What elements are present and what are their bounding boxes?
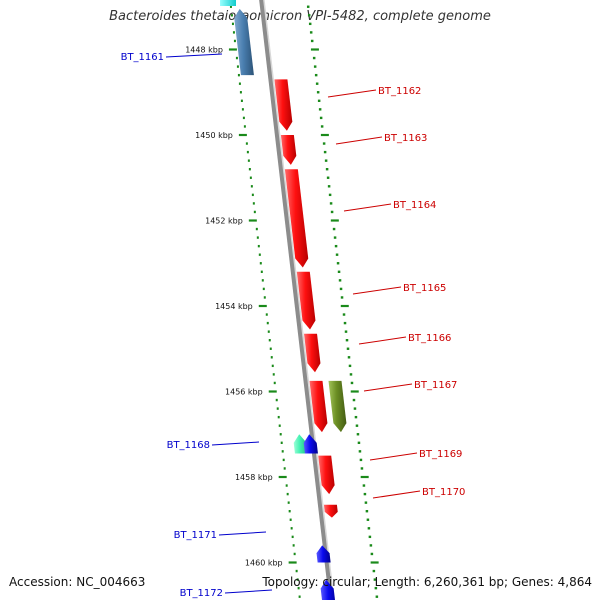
- backbone-line: [259, 0, 333, 600]
- label-leader-line: [335, 136, 383, 145]
- ruler-label: 1452 kbp: [205, 217, 243, 226]
- gene-label[interactable]: BT_1171: [174, 530, 217, 541]
- gene-bt-1161[interactable]: [234, 8, 254, 76]
- gene-bt-1164[interactable]: [284, 169, 309, 268]
- gene-bt-1171[interactable]: [316, 545, 331, 563]
- gene-label[interactable]: BT_1168: [167, 440, 210, 451]
- label-leader-line: [358, 336, 407, 345]
- gene-label[interactable]: BT_1169: [419, 449, 462, 460]
- label-leader-line: [211, 441, 260, 446]
- gene-label[interactable]: BT_1170: [422, 487, 465, 498]
- gene-olive-7[interactable]: [328, 380, 347, 433]
- gene-bt-1167[interactable]: [309, 380, 328, 433]
- ruler-label: 1458 kbp: [235, 473, 273, 482]
- map-title: Bacteroides thetaiotaomicron VPI-5482, c…: [109, 9, 491, 24]
- gene-label[interactable]: BT_1161: [121, 52, 164, 63]
- ruler-label: 1448 kbp: [185, 46, 223, 55]
- gene-labels-layer: BT_1161 BT_1162 BT_1163 BT_1164 BT_1165 BT_11…: [121, 52, 466, 599]
- backbone-layer: [259, 0, 335, 600]
- ruler-label: 1454 kbp: [215, 302, 253, 311]
- label-leader-line: [327, 89, 377, 98]
- topology-text: Topology: circular; Length: 6,260,361 bp…: [262, 575, 592, 589]
- accession-text: Accession: NC_004663: [9, 575, 146, 589]
- label-leader-line: [369, 452, 418, 461]
- gene-label[interactable]: BT_1164: [393, 200, 436, 211]
- ruler-label: 1460 kbp: [245, 559, 283, 568]
- label-leader-line: [343, 203, 392, 212]
- gene-label[interactable]: BT_1166: [408, 333, 451, 344]
- gene-label[interactable]: BT_1162: [378, 86, 421, 97]
- gene-bt-1162[interactable]: [274, 79, 293, 131]
- ruler-label: 1450 kbp: [195, 131, 233, 140]
- label-leader-line: [363, 383, 413, 392]
- gene-bt-1163[interactable]: [280, 135, 297, 165]
- gene-label[interactable]: BT_1167: [414, 380, 457, 391]
- label-leader-line: [224, 589, 273, 594]
- gene-bt-1170[interactable]: [323, 504, 338, 518]
- ruler-layer: 1448 kbp 1450 kbp 1452 kbp 1454 kbp 1456 kbp…: [185, 5, 379, 598]
- label-leader-line: [218, 531, 267, 536]
- gene-label[interactable]: BT_1172: [180, 588, 223, 599]
- gene-cropped-top[interactable]: [220, 0, 236, 6]
- label-leader-line: [372, 490, 421, 499]
- genes-layer: [220, 0, 347, 600]
- gene-blue-9[interactable]: [303, 434, 318, 454]
- label-leader-line: [165, 53, 223, 58]
- ruler-label: 1456 kbp: [225, 388, 263, 397]
- gene-bt-1165[interactable]: [296, 271, 316, 330]
- gene-bt-1169[interactable]: [318, 455, 335, 495]
- gene-bt-1172[interactable]: [320, 579, 338, 600]
- gene-label[interactable]: BT_1165: [403, 283, 446, 294]
- label-leader-line: [352, 286, 402, 295]
- gene-label[interactable]: BT_1163: [384, 133, 427, 144]
- gene-bt-1166[interactable]: [304, 333, 321, 373]
